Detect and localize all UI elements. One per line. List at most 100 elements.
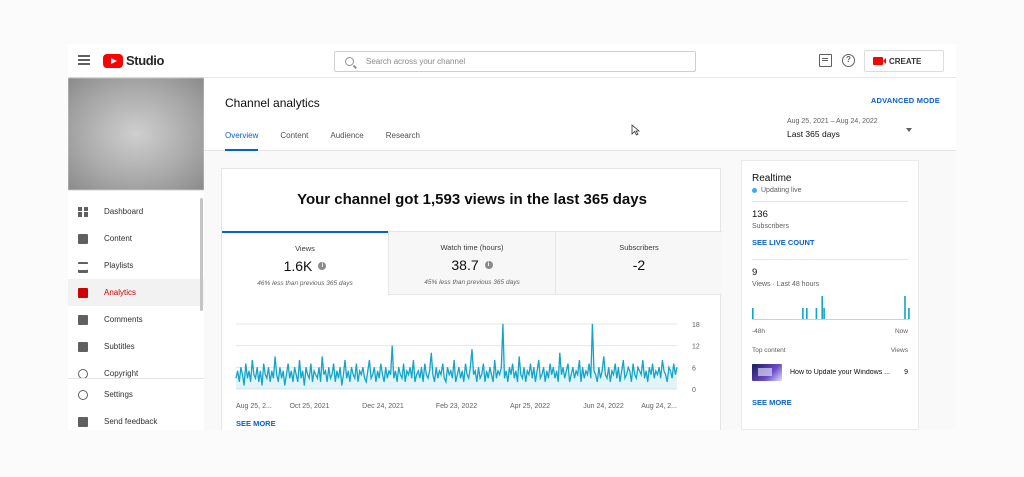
realtime-title: Realtime bbox=[752, 173, 792, 184]
create-button[interactable]: CREATE bbox=[864, 50, 944, 72]
data-point bbox=[305, 366, 307, 368]
sidebar-scrollbar[interactable] bbox=[200, 198, 203, 311]
data-point bbox=[613, 374, 614, 375]
menu-icon[interactable] bbox=[78, 55, 90, 65]
date-range-picker[interactable]: Aug 25, 2021 – Aug 24, 2022 Last 365 day… bbox=[787, 118, 878, 139]
overview-card: Your channel got 1,593 views in the last… bbox=[221, 168, 722, 430]
studio-logo[interactable]: Studio bbox=[103, 53, 164, 68]
subscriber-count: 136 bbox=[752, 209, 768, 220]
data-point bbox=[255, 377, 256, 379]
data-point bbox=[408, 374, 409, 375]
sidebar-item-dashboard[interactable]: Dashboard bbox=[68, 198, 204, 225]
data-point bbox=[583, 377, 585, 379]
data-point bbox=[432, 374, 434, 375]
data-point bbox=[590, 377, 592, 379]
search-icon[interactable] bbox=[345, 57, 354, 66]
help-icon[interactable]: ? bbox=[842, 54, 855, 67]
tab-audience[interactable]: Audience bbox=[330, 131, 364, 140]
data-point bbox=[380, 363, 382, 365]
data-point bbox=[338, 377, 339, 379]
video-views: 9 bbox=[904, 369, 908, 376]
data-point bbox=[528, 374, 530, 375]
data-point bbox=[554, 377, 556, 379]
data-point bbox=[481, 374, 483, 375]
data-point bbox=[458, 366, 460, 368]
see-live-count-link[interactable]: SEE LIVE COUNT bbox=[752, 238, 815, 247]
video-thumbnail[interactable] bbox=[752, 364, 782, 381]
data-point bbox=[632, 363, 634, 365]
live-dot-icon bbox=[752, 188, 757, 193]
data-point bbox=[339, 366, 341, 368]
data-point bbox=[325, 370, 326, 372]
data-point bbox=[522, 377, 523, 379]
data-point bbox=[526, 370, 528, 372]
channel-avatar[interactable] bbox=[68, 78, 204, 190]
data-point bbox=[600, 377, 601, 379]
data-point bbox=[434, 381, 435, 383]
data-point bbox=[499, 374, 500, 375]
sidebar-item-analytics[interactable]: Analytics bbox=[68, 279, 204, 306]
sidebar-item-send-feedback[interactable]: Send feedback bbox=[68, 408, 204, 430]
data-point bbox=[452, 377, 453, 379]
info-icon[interactable]: i bbox=[484, 261, 493, 269]
data-point bbox=[640, 374, 642, 375]
tab-overview[interactable]: Overview bbox=[225, 131, 259, 151]
data-point bbox=[289, 377, 291, 379]
tab-content[interactable]: Content bbox=[280, 131, 309, 140]
data-point bbox=[567, 363, 569, 365]
info-icon[interactable]: i bbox=[318, 262, 327, 270]
data-point bbox=[653, 377, 655, 379]
data-point bbox=[562, 366, 564, 368]
data-point bbox=[539, 377, 541, 379]
tab-research[interactable]: Research bbox=[385, 131, 420, 140]
sidebar-item-content[interactable]: Content bbox=[68, 225, 204, 252]
video-title[interactable]: How to Update your Windows ... bbox=[790, 369, 890, 376]
realtime-bar bbox=[904, 296, 906, 320]
data-point bbox=[383, 381, 385, 383]
axis-end-label: Now bbox=[894, 328, 908, 335]
data-point bbox=[639, 370, 640, 372]
top-content-item[interactable]: How to Update your Windows ... 9 bbox=[752, 364, 908, 381]
messages-icon[interactable] bbox=[819, 54, 832, 67]
data-point bbox=[427, 377, 429, 379]
chevron-down-icon[interactable] bbox=[906, 128, 912, 132]
data-point bbox=[549, 363, 551, 365]
data-point bbox=[460, 377, 461, 379]
data-point bbox=[665, 374, 666, 375]
data-point bbox=[247, 377, 248, 379]
metric-views[interactable]: Views 1.6K i 46% less than previous 365 d… bbox=[222, 231, 388, 295]
data-point bbox=[312, 381, 313, 383]
data-point bbox=[354, 377, 356, 379]
data-point bbox=[461, 370, 463, 372]
search-input[interactable] bbox=[366, 57, 666, 66]
sidebar-item-playlists[interactable]: Playlists bbox=[68, 252, 204, 279]
data-point bbox=[300, 377, 302, 379]
data-point bbox=[557, 381, 559, 383]
data-point bbox=[601, 370, 603, 372]
data-point bbox=[372, 374, 374, 375]
analytics-icon bbox=[78, 287, 88, 298]
data-point bbox=[343, 374, 344, 375]
metric-subscribers[interactable]: Subscribers -2 bbox=[555, 232, 722, 295]
data-point bbox=[474, 370, 476, 372]
realtime-see-more-button[interactable]: SEE MORE bbox=[752, 398, 792, 407]
data-point bbox=[248, 370, 250, 372]
sidebar-item-settings[interactable]: Settings bbox=[68, 381, 204, 408]
data-point bbox=[336, 370, 338, 372]
data-point bbox=[505, 370, 507, 372]
data-point bbox=[242, 374, 243, 375]
data-point bbox=[621, 370, 623, 372]
x-tick-label: Aug 24, 2... bbox=[641, 403, 677, 410]
see-more-button[interactable]: SEE MORE bbox=[236, 419, 276, 428]
metric-watch-time[interactable]: Watch time (hours) 38.7 i 45% less than p… bbox=[388, 232, 555, 295]
divider bbox=[752, 259, 908, 260]
sidebar-item-label: Dashboard bbox=[104, 207, 144, 216]
data-point bbox=[370, 377, 372, 379]
data-point bbox=[390, 374, 391, 375]
sidebar-item-subtitles[interactable]: Subtitles bbox=[68, 333, 204, 360]
data-point bbox=[435, 366, 437, 368]
search-box[interactable] bbox=[334, 51, 696, 72]
data-point bbox=[414, 381, 416, 383]
sidebar-item-comments[interactable]: Comments bbox=[68, 306, 204, 333]
advanced-mode-link[interactable]: ADVANCED MODE bbox=[870, 96, 940, 105]
